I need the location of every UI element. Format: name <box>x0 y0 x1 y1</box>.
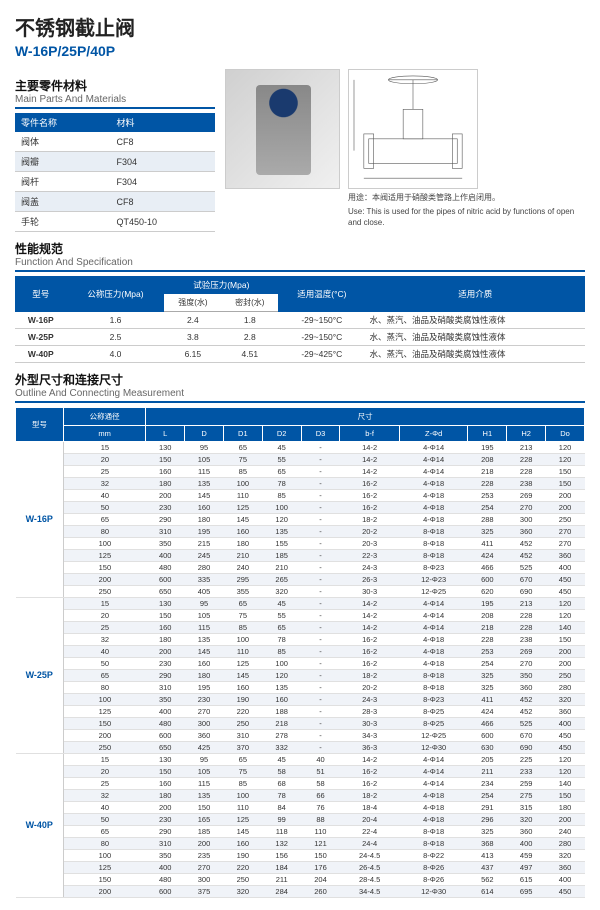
technical-diagram <box>348 69 478 189</box>
model-cell: W-40P <box>16 753 64 897</box>
model-cell: W-25P <box>16 597 64 753</box>
dim-table: 型号 公称通径 尺寸 mmLDD1D2D3b-fZ-ΦdH1H2Do W-16P… <box>15 407 585 898</box>
mat-name: 手轮 <box>15 212 111 232</box>
dims-hdr-cn: 外型尺寸和连接尺寸 <box>15 371 585 388</box>
dims-hdr-en: Outline And Connecting Measurement <box>15 388 585 403</box>
mat-val: F304 <box>111 172 216 192</box>
spec-hdr-cn: 性能规范 <box>15 240 585 257</box>
col-mat: 材料 <box>111 113 216 132</box>
mat-val: CF8 <box>111 192 216 212</box>
mat-name: 阀杆 <box>15 172 111 192</box>
product-photo <box>225 69 340 189</box>
col-name: 零件名称 <box>15 113 111 132</box>
use-cn: 用途：本阀适用于硝酸类管路上作启闭用。 <box>348 193 585 203</box>
spec-hdr-en: Function And Specification <box>15 257 585 272</box>
mat-name: 阀盖 <box>15 192 111 212</box>
mat-val: F304 <box>111 152 216 172</box>
title-en: W-16P/25P/40P <box>15 43 585 59</box>
mat-val: QT450-10 <box>111 212 216 232</box>
mat-val: CF8 <box>111 132 216 152</box>
materials-table: 零件名称材料 阀体CF8阀瓣F304阀杆F304阀盖CF8手轮QT450-10 <box>15 113 215 232</box>
use-en: Use: This is used for the pipes of nitri… <box>348 207 585 228</box>
materials-hdr-cn: 主要零件材料 <box>15 77 215 94</box>
model-cell: W-16P <box>16 441 64 597</box>
materials-hdr-en: Main Parts And Materials <box>15 94 215 109</box>
mat-name: 阀体 <box>15 132 111 152</box>
mat-name: 阀瓣 <box>15 152 111 172</box>
spec-table: 型号 公称压力(Mpa) 试验压力(Mpa) 适用温度(°C) 适用介质 强度(… <box>15 276 585 363</box>
title-cn: 不锈钢截止阀 <box>15 12 585 41</box>
